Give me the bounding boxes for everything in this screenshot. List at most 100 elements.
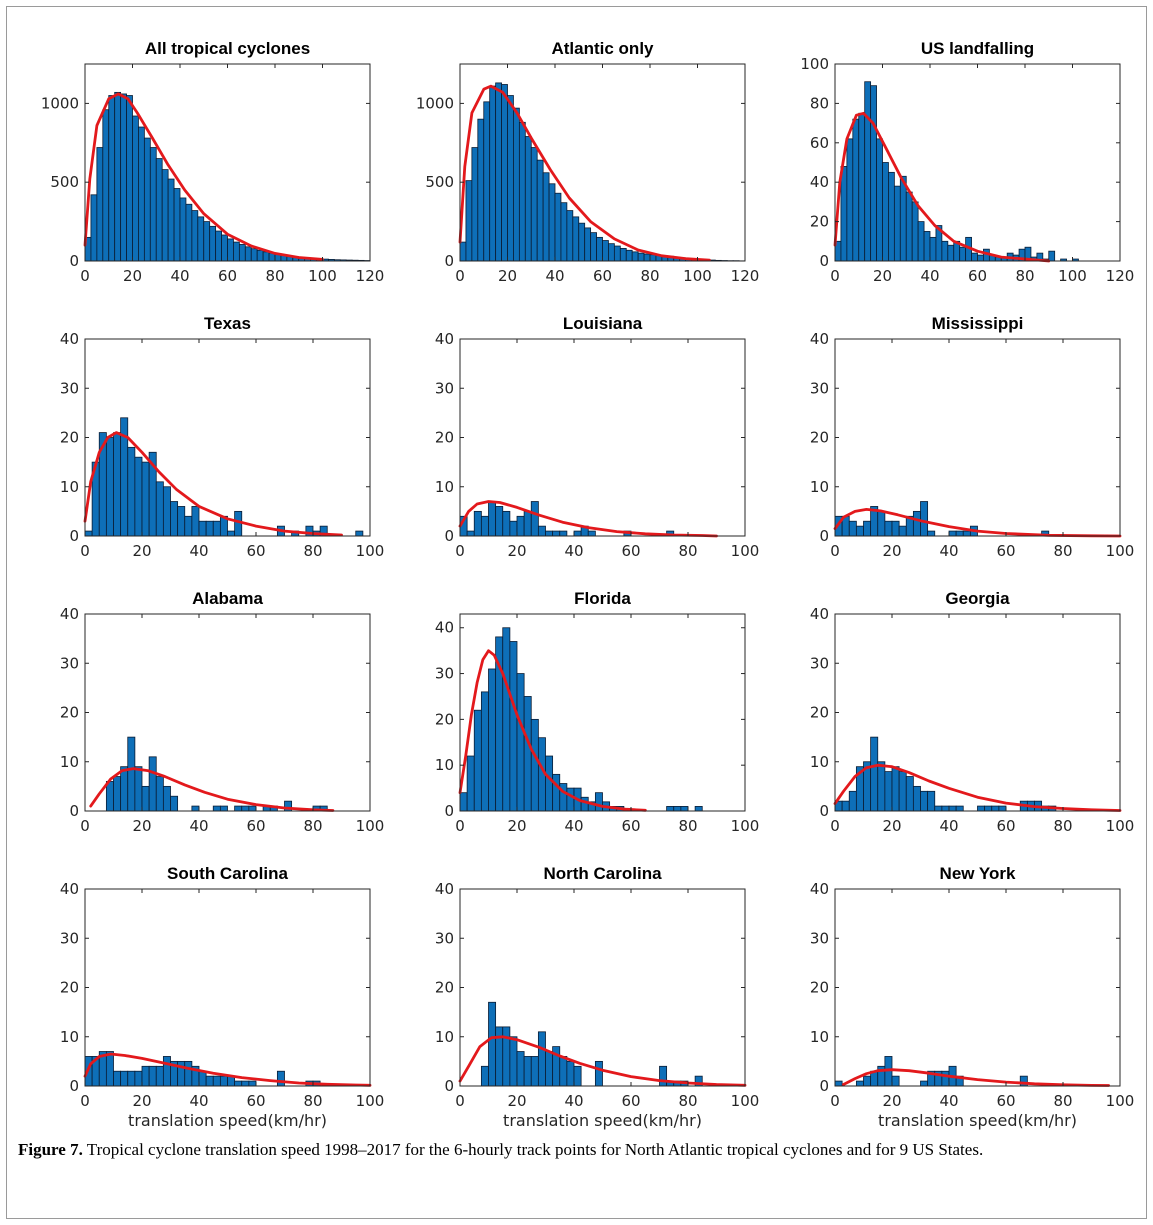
chart-title: New York xyxy=(940,864,1016,883)
histogram-bar xyxy=(90,194,98,262)
y-tick-label: 40 xyxy=(60,605,79,623)
x-tick-label: 100 xyxy=(1106,817,1135,835)
histogram-bar xyxy=(929,236,937,262)
histogram-bar xyxy=(602,240,609,262)
x-axis-label: translation speed(km/hr) xyxy=(878,1111,1077,1130)
histogram-bar xyxy=(219,805,228,812)
figure-frame xyxy=(6,6,1147,1219)
histogram-bar xyxy=(466,530,475,537)
histogram-bar xyxy=(548,183,556,262)
histogram-bar xyxy=(212,520,221,537)
y-tick-label: 0 xyxy=(819,1077,829,1095)
histogram-bar xyxy=(132,115,139,262)
histogram-bar xyxy=(495,82,502,262)
x-tick-label: 80 xyxy=(678,1092,697,1110)
histogram-bar xyxy=(120,1070,129,1087)
histogram-bar xyxy=(191,210,199,262)
histogram-bar xyxy=(262,251,270,262)
fit-curve xyxy=(458,649,647,812)
fit-curve xyxy=(833,508,1122,538)
histogram-bar xyxy=(542,172,550,262)
histogram-bar xyxy=(559,530,568,537)
histogram-bar xyxy=(205,1075,214,1087)
histogram-bar xyxy=(920,501,929,537)
x-tick-label: 60 xyxy=(246,817,265,835)
histogram-bar xyxy=(566,1060,575,1087)
fit-curve xyxy=(458,84,711,262)
histogram-bar xyxy=(882,162,889,262)
histogram-bar xyxy=(488,501,497,537)
histogram-bar xyxy=(162,785,171,812)
x-tick-label: 40 xyxy=(564,1092,583,1110)
y-tick-label: 10 xyxy=(435,756,454,774)
histogram-bar xyxy=(673,806,682,812)
histogram-bar xyxy=(566,787,575,812)
x-tick-label: 80 xyxy=(1053,1092,1072,1110)
histogram-bar xyxy=(955,805,964,812)
histogram-bar xyxy=(483,101,491,262)
x-tick-label: 60 xyxy=(246,1092,265,1110)
histogram-bar xyxy=(509,520,518,537)
histogram-bar xyxy=(870,736,879,812)
x-tick-label: 20 xyxy=(498,267,517,285)
histogram-bar xyxy=(917,221,925,262)
histogram-bar xyxy=(148,756,157,812)
histogram-bar xyxy=(893,185,901,262)
histogram-bar xyxy=(473,709,482,812)
histogram-bar xyxy=(501,84,508,262)
y-tick-label: 40 xyxy=(60,330,79,348)
x-tick-label: 60 xyxy=(218,267,237,285)
histogram-bar xyxy=(523,696,532,812)
y-tick-label: 0 xyxy=(819,527,829,545)
histogram-bar xyxy=(941,240,949,262)
histogram-bar xyxy=(899,175,907,262)
histogram-bar xyxy=(509,641,518,812)
y-tick-label: 20 xyxy=(435,979,454,997)
histogram-bar xyxy=(977,254,984,262)
chart-title: All tropical cyclones xyxy=(145,39,310,58)
histogram-bar xyxy=(545,1051,554,1087)
histogram-bar xyxy=(513,107,520,262)
fit-curve xyxy=(83,1052,372,1087)
y-tick-label: 0 xyxy=(444,252,454,270)
axes-box xyxy=(834,888,1121,1087)
chart-panel: Florida 0 20 40 60 80 100 0 10 20 30 40 xyxy=(435,589,759,835)
histogram-bar xyxy=(233,241,240,262)
x-tick-label: 60 xyxy=(996,817,1015,835)
histogram-bar xyxy=(927,790,936,812)
histogram-bar xyxy=(248,805,257,812)
histogram-bar xyxy=(608,243,615,262)
histogram-bar xyxy=(234,805,243,812)
histogram-bar xyxy=(566,210,574,262)
histogram-bar xyxy=(215,230,222,262)
histogram-bar xyxy=(162,486,171,537)
y-tick-label: 20 xyxy=(60,704,79,722)
y-tick-label: 0 xyxy=(69,252,79,270)
histogram-bar xyxy=(167,178,175,262)
histogram-bar xyxy=(840,166,848,262)
histogram-bar xyxy=(162,1056,171,1087)
x-tick-label: 80 xyxy=(1053,542,1072,560)
chart-panel: Texas 0 20 40 60 80 100 0 10 20 30 40 xyxy=(60,314,384,560)
histogram-bar xyxy=(102,109,110,262)
histogram-bar xyxy=(516,673,525,812)
histogram-bar xyxy=(998,805,1007,812)
histogram-bar xyxy=(205,520,214,537)
histogram-bar xyxy=(947,244,955,262)
y-tick-label: 20 xyxy=(810,213,829,231)
histogram-bar xyxy=(852,118,860,262)
histogram-bar xyxy=(179,197,187,262)
x-tick-label: 0 xyxy=(80,817,90,835)
y-tick-label: 0 xyxy=(819,802,829,820)
x-tick-label: 80 xyxy=(1053,817,1072,835)
y-tick-label: 10 xyxy=(810,478,829,496)
x-tick-label: 40 xyxy=(170,267,189,285)
chart-panel: US landfalling 0 20 40 60 80 100 120 0 20 40 60 80 10… xyxy=(800,39,1134,285)
x-tick-label: 100 xyxy=(1058,267,1087,285)
histogram-bar xyxy=(877,510,886,537)
histogram-bar xyxy=(495,506,504,537)
y-tick-label: 10 xyxy=(810,1028,829,1046)
x-tick-label: 0 xyxy=(830,1092,840,1110)
y-tick-label: 60 xyxy=(810,134,829,152)
y-tick-label: 30 xyxy=(60,654,79,672)
